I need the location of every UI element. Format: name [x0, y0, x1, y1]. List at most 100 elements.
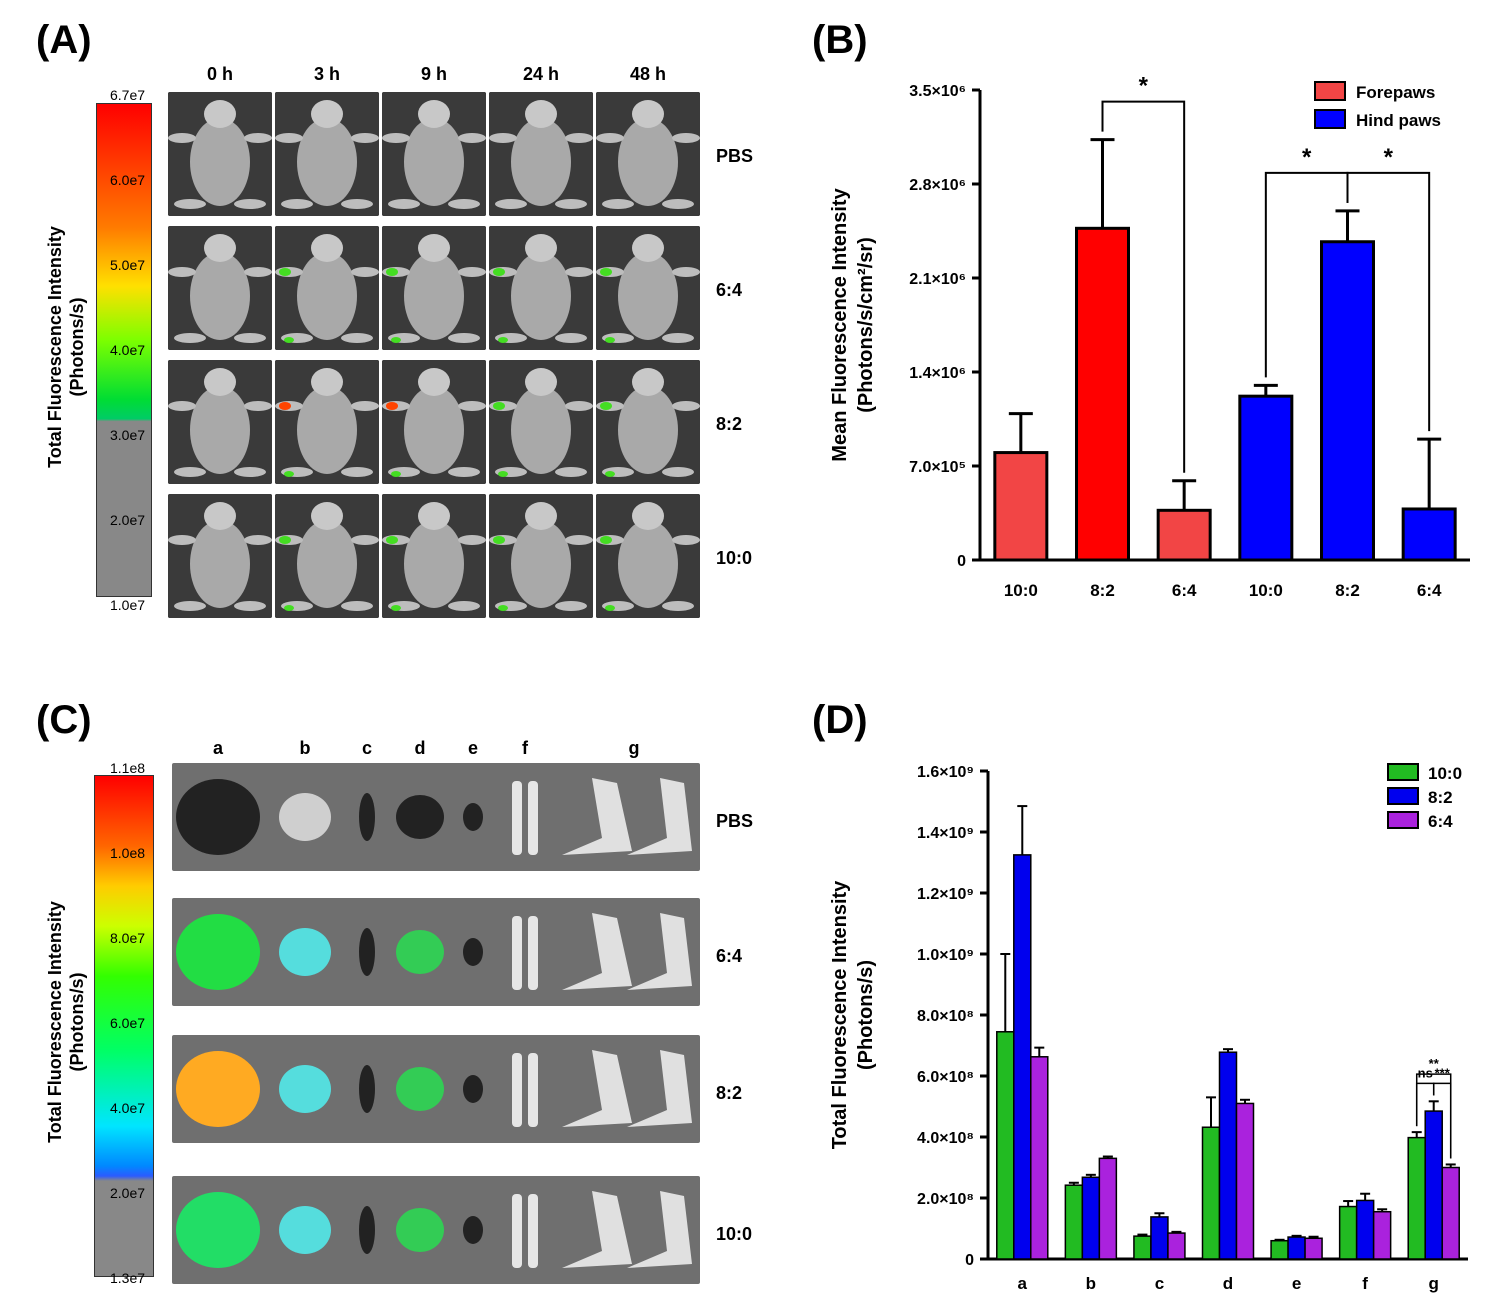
group-label: 10:0 — [716, 548, 753, 568]
mouse-image-tile — [382, 226, 486, 350]
organ-header: a — [212, 738, 223, 758]
colorbar-tick-label: 2.0e7 — [110, 512, 146, 528]
colorbar-tick-label: 5.0e7 — [110, 257, 146, 273]
x-tick-label: 10:0 — [1004, 581, 1038, 600]
organ-header: f — [522, 738, 528, 758]
mouse-image-tile — [489, 360, 593, 484]
group-label: PBS — [716, 811, 754, 831]
mouse-image-tile — [382, 494, 486, 618]
colorbar-tick-label: 8.0e7 — [110, 930, 146, 946]
colorbar-tick-label: 1.0e8 — [110, 845, 146, 861]
x-tick-label: 8:2 — [1335, 581, 1360, 600]
bar — [993, 451, 1049, 562]
bar — [1218, 1051, 1238, 1260]
colorbar-tick-label: 6.0e7 — [110, 1015, 146, 1031]
bar — [1441, 1166, 1460, 1260]
mouse-image-tile — [275, 360, 379, 484]
significance-label: * — [1384, 144, 1394, 171]
colorbar-tick-label: 1.3e7 — [110, 1270, 146, 1286]
legend-swatch — [1314, 109, 1346, 129]
bar — [1320, 240, 1375, 562]
y-tick-label: 1.4×10⁶ — [909, 365, 966, 382]
significance-bracket — [1432, 1082, 1452, 1159]
legend-label: 8:2 — [1428, 788, 1453, 807]
x-tick-label: c — [1155, 1274, 1164, 1293]
x-tick-label: 8:2 — [1090, 581, 1115, 600]
y-tick-label: 1.0×10⁹ — [917, 947, 974, 964]
y-tick-label: 1.4×10⁹ — [917, 825, 974, 842]
mouse-image-tile — [596, 360, 700, 484]
panel-a-colorbar — [96, 103, 152, 597]
bar — [1270, 1239, 1289, 1260]
colorbar-tick-label: 4.0e7 — [110, 1100, 146, 1116]
x-tick-label: 10:0 — [1249, 581, 1283, 600]
organ-image-tile — [172, 1035, 700, 1143]
y-axis-unit: (Photons/s/cm²/sr) — [855, 237, 877, 413]
y-tick-label: 1.6×10⁹ — [917, 764, 974, 781]
panel-a-letter: (A) — [36, 18, 92, 62]
y-tick-label: 0 — [957, 553, 966, 570]
mouse-image-tile — [168, 494, 272, 618]
x-tick-label: b — [1086, 1274, 1096, 1293]
x-tick-label: a — [1018, 1274, 1028, 1293]
panel-b-letter: (B) — [812, 18, 868, 62]
organ-image-tile — [172, 1176, 700, 1284]
organ-image-tile — [172, 898, 700, 1006]
significance-label: ** — [1429, 1056, 1440, 1071]
organ-header: d — [414, 738, 426, 758]
colorbar-label-text: Total Fluorescence Intensity — [45, 901, 65, 1143]
y-tick-label: 2.8×10⁶ — [909, 177, 966, 194]
mouse-image-tile — [382, 92, 486, 216]
group-label: 8:2 — [716, 1083, 743, 1103]
colorbar-unit-text: (Photons/s) — [67, 297, 87, 397]
organ-header: e — [467, 738, 478, 758]
bar — [1150, 1216, 1169, 1260]
organ-header: g — [628, 738, 640, 758]
group-label: PBS — [716, 146, 754, 166]
y-tick-label: 8.0×10⁸ — [917, 1008, 974, 1025]
mouse-image-tile — [489, 92, 593, 216]
group-label: 10:0 — [716, 1224, 753, 1244]
panel-c-letter: (C) — [36, 698, 92, 742]
colorbar-tick-label: 1.0e7 — [110, 597, 146, 613]
bar — [1167, 1232, 1186, 1260]
legend-swatch — [1387, 811, 1419, 829]
legend-label: Forepaws — [1356, 83, 1435, 102]
bar — [996, 1031, 1015, 1260]
panel-b-chart: 0 7.0×10⁵ 1.4×10⁶ 2.1×10⁶ 2.8×10⁶ 3.5×10⁶ Mean… — [829, 73, 1470, 600]
bar — [1133, 1235, 1152, 1260]
panel-d-chart: 0 2.0×10⁸ 4.0×10⁸ 6.0×10⁸ 8.0×10⁸ 1.0×10⁹ 1.2×… — [829, 763, 1468, 1293]
mouse-image-tile — [168, 92, 272, 216]
bar — [1156, 508, 1212, 562]
panel-d-letter: (D) — [812, 698, 868, 742]
legend-label: 6:4 — [1428, 812, 1453, 831]
significance-label: * — [1139, 73, 1149, 100]
timepoint-header: 24 h — [522, 64, 560, 84]
mouse-image-tile — [275, 226, 379, 350]
colorbar-tick-label: 4.0e7 — [110, 342, 146, 358]
mouse-image-tile — [275, 494, 379, 618]
mouse-image-tile — [596, 226, 700, 350]
significance-label: * — [1302, 144, 1312, 171]
legend-swatch — [1387, 763, 1419, 781]
x-tick-label: f — [1362, 1274, 1368, 1293]
legend-label: 10:0 — [1428, 764, 1462, 783]
panel-c-colorbar — [94, 775, 154, 1277]
significance-bracket — [1101, 100, 1186, 473]
bar — [1064, 1184, 1084, 1260]
significance-bracket — [1346, 171, 1431, 432]
bar — [1424, 1110, 1443, 1260]
mouse-image-tile — [168, 360, 272, 484]
mouse-image-tile — [596, 92, 700, 216]
colorbar-label-text: Total Fluorescence Intensity — [45, 226, 65, 468]
significance-label: ns — [1418, 1065, 1433, 1080]
legend-label: Hind paws — [1356, 111, 1441, 130]
x-tick-label: 6:4 — [1172, 581, 1197, 600]
bar — [1235, 1102, 1255, 1260]
timepoint-header: 48 h — [629, 64, 667, 84]
bar — [1201, 1126, 1221, 1260]
bar — [1013, 854, 1032, 1260]
bar — [1287, 1236, 1306, 1260]
y-tick-label: 4.0×10⁸ — [917, 1130, 974, 1147]
organ-image-tile — [172, 763, 700, 871]
